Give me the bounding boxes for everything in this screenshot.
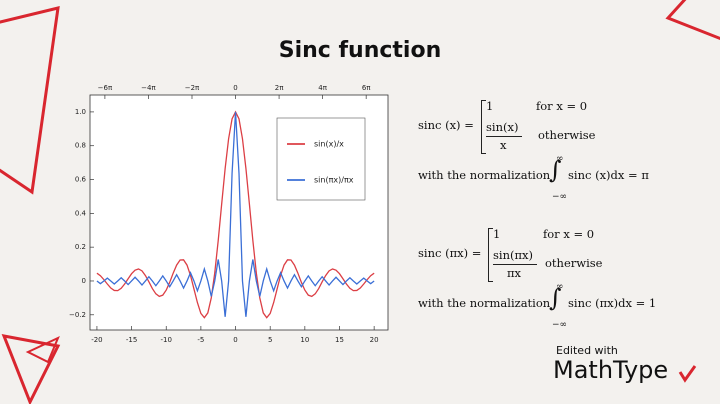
y-tick-label: 0.8 xyxy=(75,142,86,150)
normalization-text: with the normalization xyxy=(418,296,551,310)
legend-label: sin(πx)/πx xyxy=(314,176,354,185)
logo-check xyxy=(678,365,697,383)
x2-tick-label: 6π xyxy=(362,84,371,92)
denominator: x xyxy=(500,138,507,152)
x2-tick-label: −4π xyxy=(141,84,156,92)
x2-tick-label: 2π xyxy=(275,84,284,92)
fraction-bar xyxy=(493,264,537,265)
legend-label: sin(x)/x xyxy=(314,140,344,149)
x-tick-label: 10 xyxy=(300,336,309,344)
line xyxy=(96,111,375,317)
brand: MathType xyxy=(553,356,669,384)
case-condition: for x = 0 xyxy=(543,227,595,241)
upper-limit: ∞ xyxy=(556,154,564,164)
formula-lhs: sinc (x) = xyxy=(418,118,474,132)
legend xyxy=(276,117,366,201)
title: Sinc function xyxy=(278,38,442,63)
y-tick-label: 1.0 xyxy=(75,108,86,116)
x-tick-label: -5 xyxy=(197,336,204,344)
edited-with: Edited with xyxy=(556,344,618,357)
integral-sign: ∫ xyxy=(549,156,562,184)
x2-tick-label: 4π xyxy=(318,84,327,92)
brace xyxy=(488,228,493,282)
y-tick-label: −0.2 xyxy=(69,311,86,319)
x-tick-label: -10 xyxy=(161,336,172,344)
triangle xyxy=(1,334,61,404)
triangle xyxy=(0,6,60,195)
fraction-bar xyxy=(486,136,522,137)
case-value: 1 xyxy=(493,227,501,241)
x-tick-label: -20 xyxy=(91,336,102,344)
y-tick-label: 0.2 xyxy=(75,243,86,251)
normalization-text: with the normalization xyxy=(418,168,551,182)
formula-lhs: sinc (πx) = xyxy=(418,246,482,260)
integrand: sinc (πx)dx = 1 xyxy=(568,296,657,310)
x2-tick-label: −6π xyxy=(98,84,113,92)
brace xyxy=(481,100,486,154)
x-tick-label: 20 xyxy=(370,336,379,344)
lower-limit: −∞ xyxy=(552,320,568,330)
x-tick-label: -15 xyxy=(126,336,137,344)
lower-limit: −∞ xyxy=(552,192,568,202)
triangle xyxy=(25,336,60,364)
integrand: sinc (x)dx = π xyxy=(568,168,649,182)
y-tick-label: 0.4 xyxy=(75,209,87,217)
y-tick-label: 0.6 xyxy=(75,176,87,184)
y-tick-label: 0 xyxy=(82,277,86,285)
integral-sign: ∫ xyxy=(549,284,562,312)
case-condition: otherwise xyxy=(545,256,603,270)
numerator: sin(x) xyxy=(486,120,519,134)
x2-tick-label: 0 xyxy=(233,84,237,92)
x-tick-label: 15 xyxy=(335,336,344,344)
x2-tick-label: −2π xyxy=(185,84,200,92)
case-condition: for x = 0 xyxy=(536,99,588,113)
upper-limit: ∞ xyxy=(556,282,564,292)
case-value: 1 xyxy=(486,99,494,113)
x-tick-label: 0 xyxy=(233,336,237,344)
triangle xyxy=(665,0,720,41)
x-tick-label: 5 xyxy=(268,336,272,344)
denominator: πx xyxy=(507,266,522,280)
case-condition: otherwise xyxy=(538,128,596,142)
numerator: sin(πx) xyxy=(493,248,534,262)
